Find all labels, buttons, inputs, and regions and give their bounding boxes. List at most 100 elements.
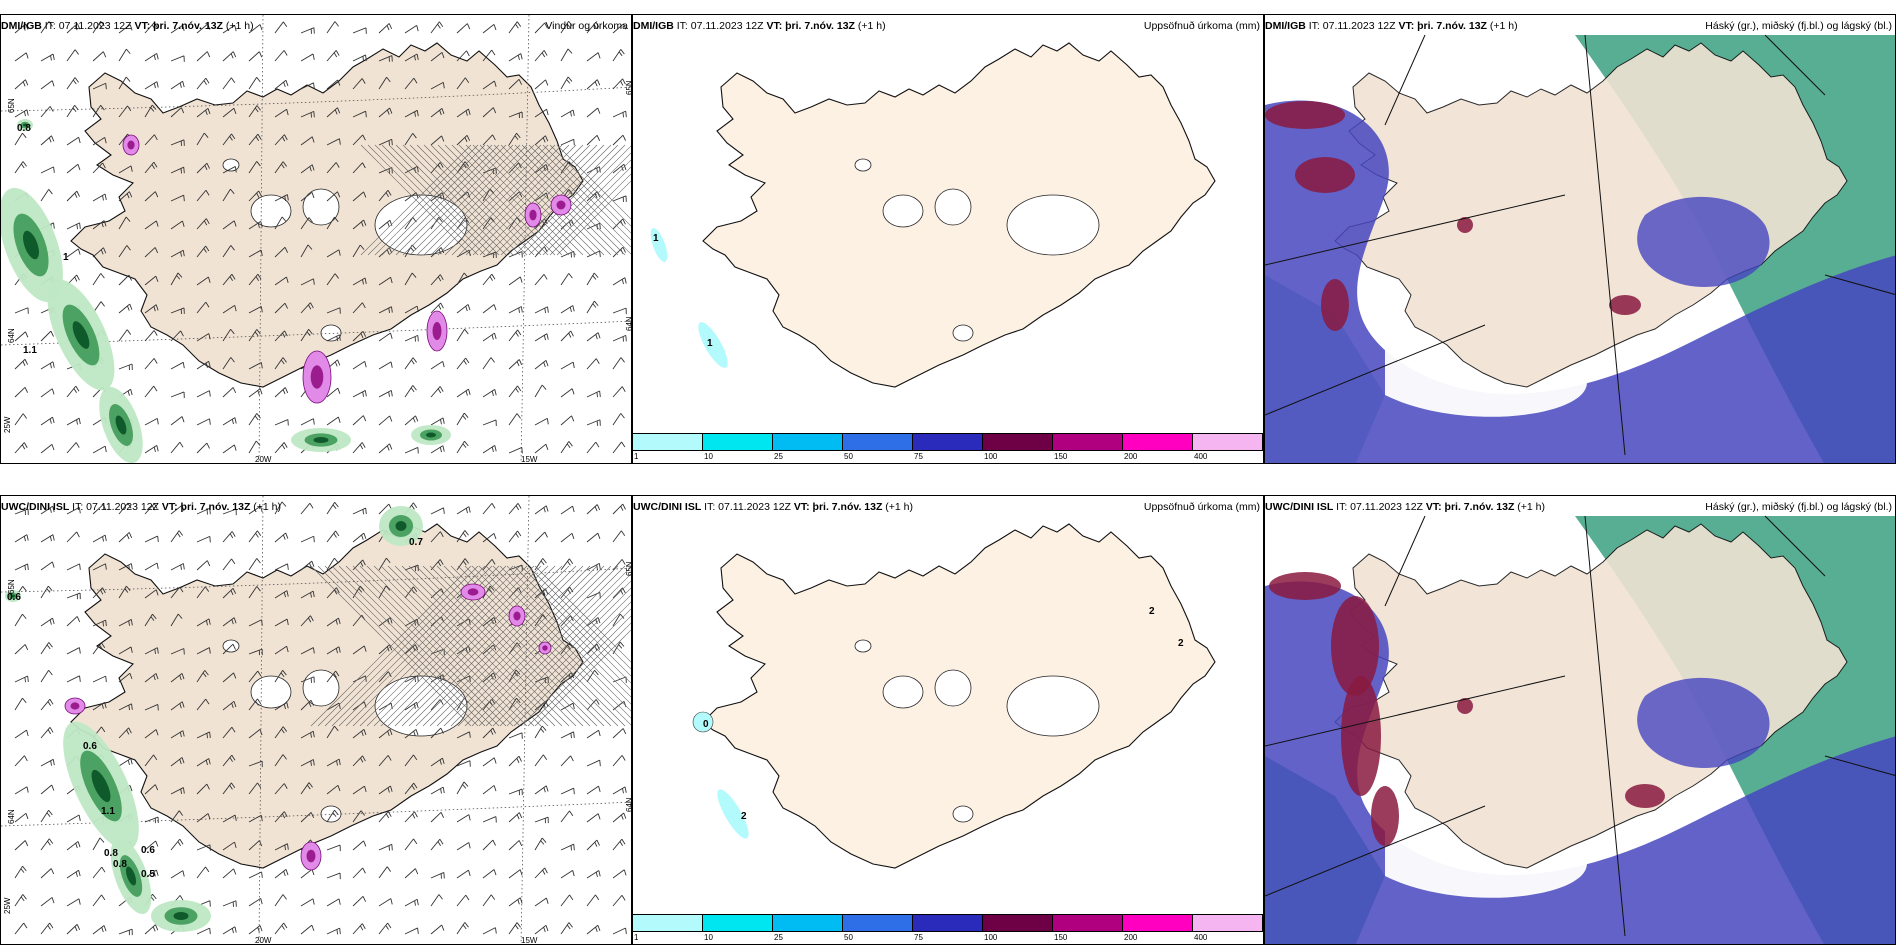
colorbar-swatch xyxy=(773,915,843,931)
valid-time: VT: þri. 7.nóv. 13Z xyxy=(766,20,855,32)
lead-time: (+1 h) xyxy=(882,501,914,513)
colorbar-tick-label: 25 xyxy=(774,933,783,942)
panel-header-left: UWC/DINI ISL IT: 07.11.2023 12Z VT: þri.… xyxy=(1,501,281,513)
model-name: DMI/IGB xyxy=(633,20,674,32)
panel-title: Háský (gr.), miðský (fj.bl.) og lágský (… xyxy=(1705,501,1892,513)
latitude-label: 64N xyxy=(7,328,16,343)
panel-title: Uppsöfnuð úrkoma (mm) xyxy=(1143,20,1260,32)
lead-time: (+1 h) xyxy=(222,20,254,32)
colorbar-swatch xyxy=(703,434,773,450)
colorbar-ticks: 1 10 25 50 75 100 150 200 400 xyxy=(633,452,1263,462)
latitude-label: 65N xyxy=(625,80,632,95)
map-wind-dmi xyxy=(1,15,631,463)
valid-time: VT: þri. 7.nóv. 13Z xyxy=(161,501,251,513)
colorbar-tick-label: 200 xyxy=(1124,452,1138,461)
precip-value-label: 2 xyxy=(741,811,747,822)
lead-time: (+1 h) xyxy=(1486,20,1518,32)
colorbar-swatch xyxy=(983,915,1053,931)
valid-time: VT: þri. 7.nóv. 13Z xyxy=(134,20,223,32)
map-cloud-uwc xyxy=(1265,496,1895,944)
map-precip-uwc xyxy=(633,496,1263,944)
wind-value-label: 0.5 xyxy=(141,869,155,880)
colorbar-tick-label: 100 xyxy=(984,933,998,942)
colorbar-swatch xyxy=(1193,915,1263,931)
colorbar-tick-label: 50 xyxy=(844,452,853,461)
model-name: DMI/IGB xyxy=(1265,20,1306,32)
panel-header-left: UWC/DINI ISL IT: 07.11.2023 12Z VT: þri.… xyxy=(633,501,913,513)
precip-value-label: 0 xyxy=(703,719,709,730)
panel-cloud-uwc xyxy=(1264,495,1896,945)
wind-value-label: 1.1 xyxy=(101,806,115,817)
model-name: UWC/DINI ISL xyxy=(1265,501,1334,513)
panel-header-left: UWC/DINI ISL IT: 07.11.2023 12Z VT: þri.… xyxy=(1265,501,1545,513)
latitude-label: 64N xyxy=(625,797,632,812)
colorbar-tick-label: 25 xyxy=(774,452,783,461)
lead-time: (+1 h) xyxy=(250,501,282,513)
map-wind-uwc xyxy=(1,496,631,944)
longitude-label: 15W xyxy=(521,455,538,464)
colorbar-swatch xyxy=(1193,434,1263,450)
valid-time: VT: þri. 7.nóv. 13Z xyxy=(1398,20,1487,32)
valid-time: VT: þri. 7.nóv. 13Z xyxy=(1425,501,1515,513)
init-time: IT: 07.11.2023 12Z xyxy=(41,20,135,32)
panel-cloud-dmi xyxy=(1264,14,1896,464)
colorbar-tick-label: 75 xyxy=(914,452,923,461)
latitude-label: 65N xyxy=(625,561,632,576)
panel-header-left: DMI/IGB IT: 07.11.2023 12Z VT: þri. 7.nó… xyxy=(1,20,254,32)
longitude-label: 15W xyxy=(521,936,538,945)
map-precip-dmi xyxy=(633,15,1263,463)
model-name: UWC/DINI ISL xyxy=(633,501,702,513)
wind-value-label: 1.1 xyxy=(23,345,37,356)
colorbar-tick-label: 400 xyxy=(1194,452,1208,461)
latitude-label: 65N xyxy=(7,98,16,113)
panel-header-left: DMI/IGB IT: 07.11.2023 12Z VT: þri. 7.nó… xyxy=(1265,20,1518,32)
colorbar-tick-label: 100 xyxy=(984,452,998,461)
wind-value-label: 1 xyxy=(63,252,69,263)
panel-precip-dmi: 1 1 1 10 25 50 75 100 150 200 400 xyxy=(632,14,1264,464)
precip-value-label: 2 xyxy=(1178,638,1184,649)
precip-value-label: 1 xyxy=(707,338,713,349)
panel-title: Háský (gr.), miðský (fj.bl.) og lágský (… xyxy=(1705,20,1892,32)
colorbar-swatch xyxy=(1123,434,1193,450)
colorbar-tick-label: 400 xyxy=(1194,933,1208,942)
colorbar-ticks: 1 10 25 50 75 100 150 200 400 xyxy=(633,933,1263,943)
colorbar-swatch xyxy=(773,434,843,450)
init-time: IT: 07.11.2023 12Z xyxy=(1305,20,1399,32)
colorbar xyxy=(633,914,1263,932)
colorbar-swatch xyxy=(633,915,703,931)
panel-precip-uwc: 2 2 0 2 1 10 25 50 75 100 150 200 400 xyxy=(632,495,1264,945)
colorbar-swatch xyxy=(913,434,983,450)
latitude-label: 64N xyxy=(625,316,632,331)
init-time: IT: 07.11.2023 12Z xyxy=(673,20,767,32)
valid-time: VT: þri. 7.nóv. 13Z xyxy=(793,501,883,513)
colorbar-swatch xyxy=(1123,915,1193,931)
wind-value-label: 0.6 xyxy=(141,845,155,856)
colorbar-swatch xyxy=(843,915,913,931)
latitude-label: 25W xyxy=(3,897,12,914)
init-time: IT: 07.11.2023 12Z xyxy=(1333,501,1426,513)
wind-value-label: 0.8 xyxy=(113,859,127,870)
colorbar-tick-label: 1 xyxy=(634,933,639,942)
panel-header-left: DMI/IGB IT: 07.11.2023 12Z VT: þri. 7.nó… xyxy=(633,20,886,32)
colorbar-swatch xyxy=(1053,434,1123,450)
colorbar-tick-label: 150 xyxy=(1054,452,1068,461)
colorbar-tick-label: 10 xyxy=(704,452,713,461)
map-cloud-dmi xyxy=(1265,15,1895,463)
lead-time: (+1 h) xyxy=(1514,501,1546,513)
colorbar-tick-label: 50 xyxy=(844,933,853,942)
precip-value-label: 1 xyxy=(653,233,659,244)
model-name: UWC/DINI ISL xyxy=(1,501,70,513)
wind-value-label: 0.7 xyxy=(409,537,423,548)
colorbar-tick-label: 1 xyxy=(634,452,639,461)
colorbar-swatch xyxy=(633,434,703,450)
colorbar-swatch xyxy=(703,915,773,931)
panel-title: Vindur og úrkoma xyxy=(545,20,628,32)
init-time: IT: 07.11.2023 12Z xyxy=(69,501,162,513)
colorbar-swatch xyxy=(1053,915,1123,931)
init-time: IT: 07.11.2023 12Z xyxy=(701,501,794,513)
colorbar-tick-label: 200 xyxy=(1124,933,1138,942)
latitude-label: 25W xyxy=(3,416,12,433)
colorbar-tick-label: 150 xyxy=(1054,933,1068,942)
wind-value-label: 0.6 xyxy=(83,741,97,752)
colorbar-swatch xyxy=(843,434,913,450)
